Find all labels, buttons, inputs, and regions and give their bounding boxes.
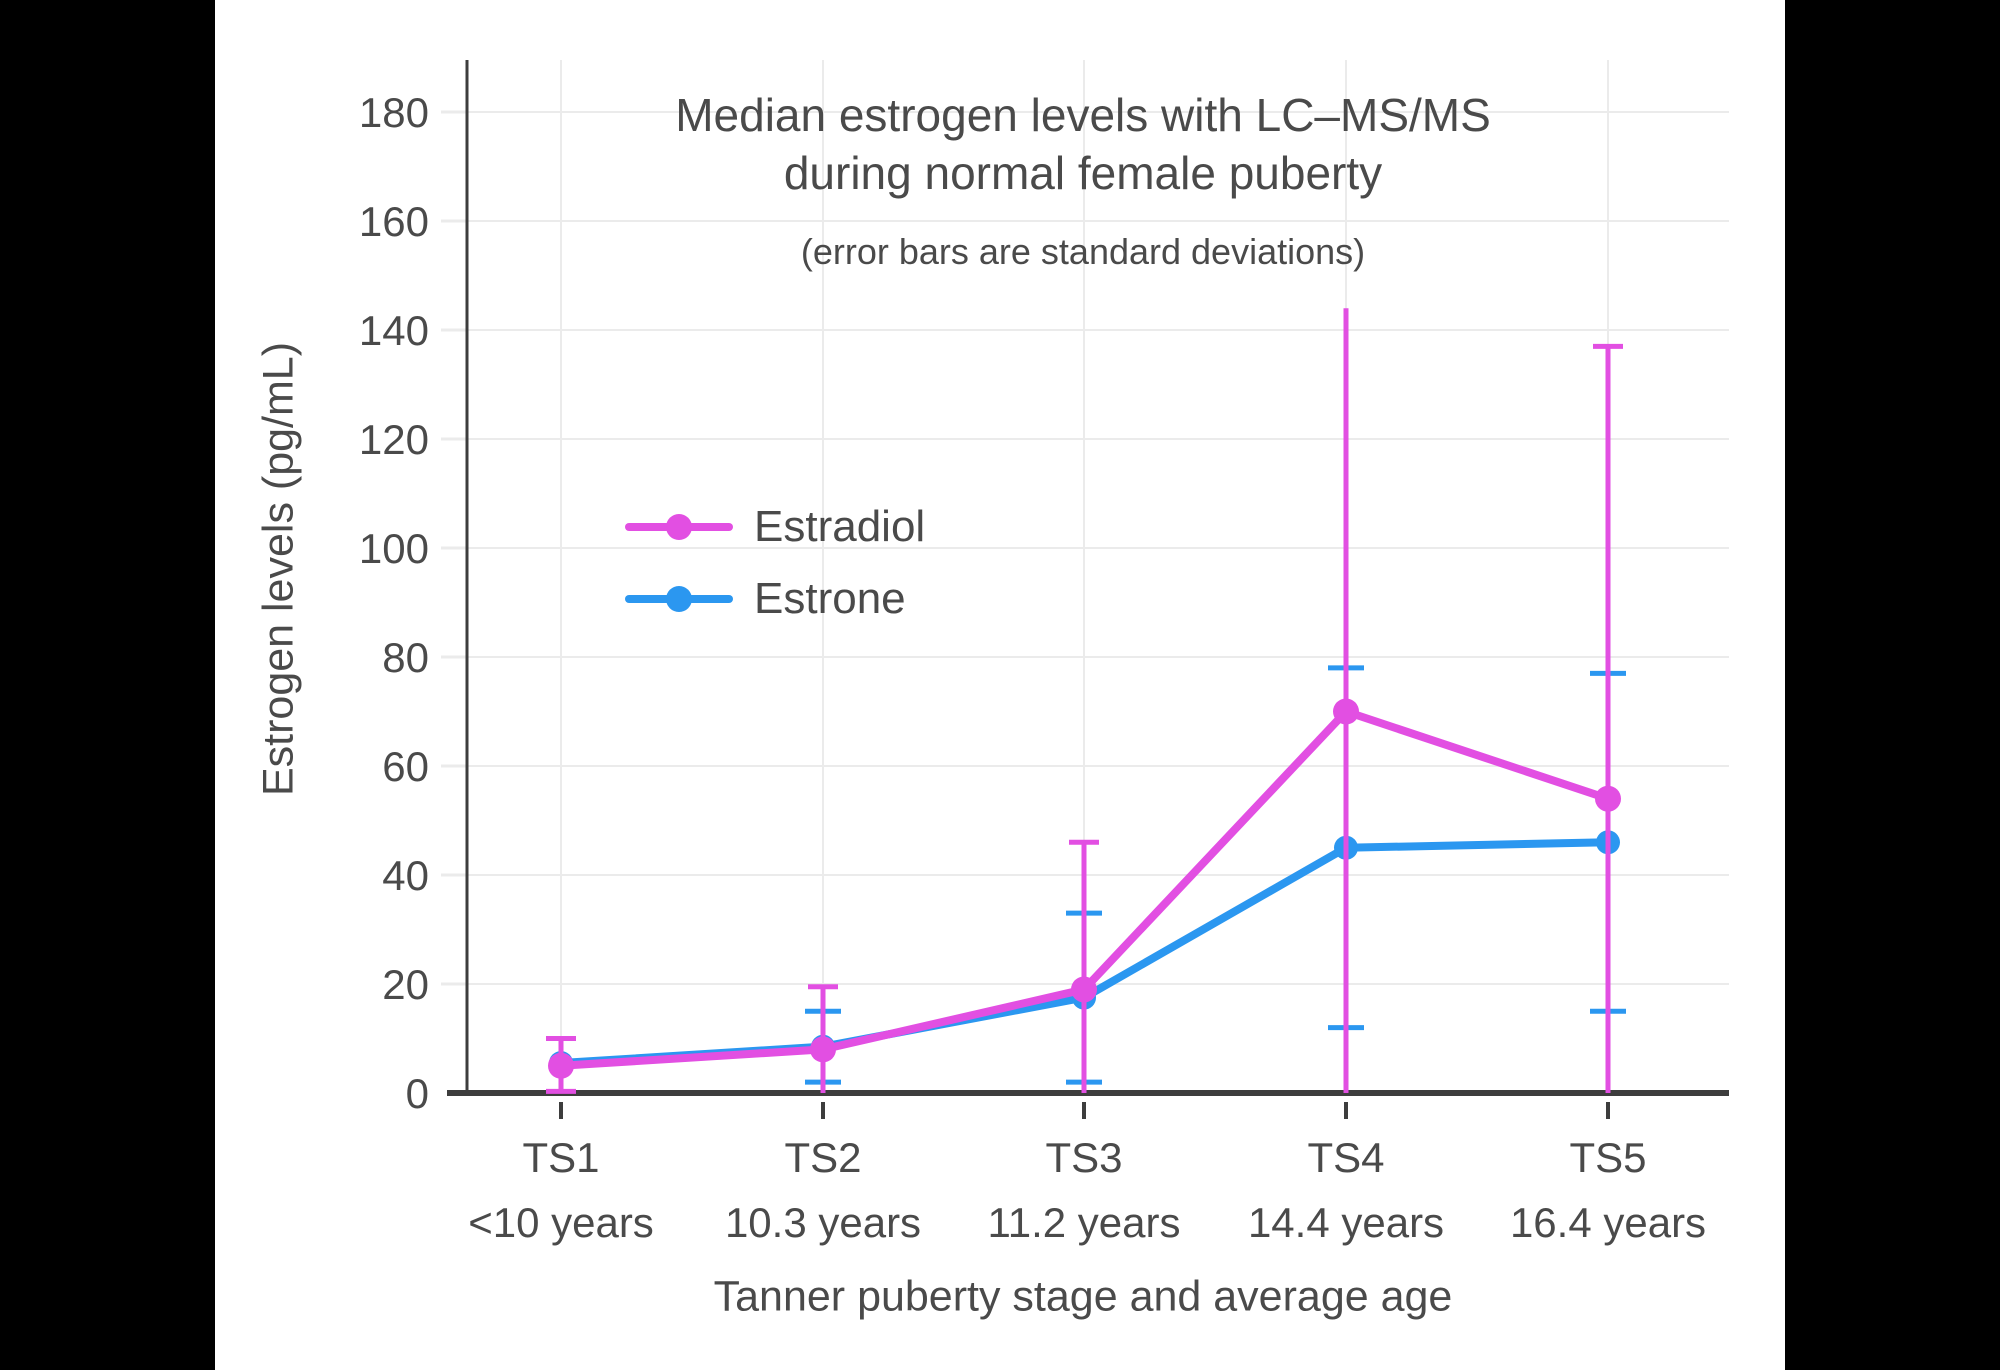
legend-label-estrone: Estrone: [754, 574, 906, 623]
legend-line-estradiol-icon: [625, 514, 733, 540]
x-tick-stage-label: TS3: [1045, 1134, 1122, 1181]
y-tick-label: 140: [359, 307, 429, 354]
legend-item-estrone: Estrone: [625, 563, 925, 635]
x-tick-age-label: 10.3 years: [725, 1199, 921, 1246]
x-axis-title: Tanner puberty stage and average age: [713, 1272, 1453, 1321]
x-tick-stage-label: TS1: [522, 1134, 599, 1181]
x-tick-stage-label: TS5: [1569, 1134, 1646, 1181]
y-tick-label: 100: [359, 525, 429, 572]
marker-estradiol: [1595, 785, 1621, 812]
y-tick-label: 40: [382, 852, 429, 899]
legend-line-estrone-icon: [625, 586, 733, 612]
y-axis-title: Estrogen levels (pg/mL): [254, 341, 303, 797]
chart-canvas: 0 20 40 60 80 100 120 140 160 180 TS1 TS2 TS3 TS4 TS5 <…: [215, 0, 1785, 1370]
y-tick-label: 180: [359, 89, 429, 136]
x-tick-age-label: 14.4 years: [1248, 1199, 1444, 1246]
y-tick-label: 120: [359, 416, 429, 463]
y-tick-label: 80: [382, 634, 429, 681]
x-tick-age-label: 11.2 years: [988, 1199, 1181, 1246]
chart-subtitle: (error bars are standard deviations): [800, 231, 1366, 272]
y-tick-label: 60: [382, 743, 429, 790]
marker-estradiol: [1071, 976, 1097, 1003]
y-tick-label: 160: [359, 198, 429, 245]
marker-estradiol: [548, 1052, 574, 1079]
chart-title-line1: Median estrogen levels with LC–MS/MS: [675, 89, 1491, 141]
x-tick-age-label: 16.4 years: [1510, 1199, 1706, 1246]
legend-marker-estrone-icon: [666, 586, 692, 612]
x-tick-age-label: <10 years: [468, 1199, 654, 1246]
y-tick-label: 0: [406, 1070, 429, 1117]
marker-estradiol: [1333, 698, 1359, 725]
x-tick-stage-label: TS2: [784, 1134, 861, 1181]
legend-item-estradiol: Estradiol: [625, 491, 925, 563]
chart-title-line2: during normal female puberty: [783, 147, 1383, 199]
legend: Estradiol Estrone: [625, 491, 925, 635]
legend-label-estradiol: Estradiol: [754, 502, 926, 551]
legend-marker-estradiol-icon: [666, 514, 692, 540]
marker-estradiol: [810, 1036, 836, 1063]
y-tick-label: 20: [382, 961, 429, 1008]
plot-svg: 0 20 40 60 80 100 120 140 160 180 TS1 TS2 TS3 TS4 TS5 <…: [359, 60, 1729, 1246]
x-tick-stage-label: TS4: [1307, 1134, 1384, 1181]
